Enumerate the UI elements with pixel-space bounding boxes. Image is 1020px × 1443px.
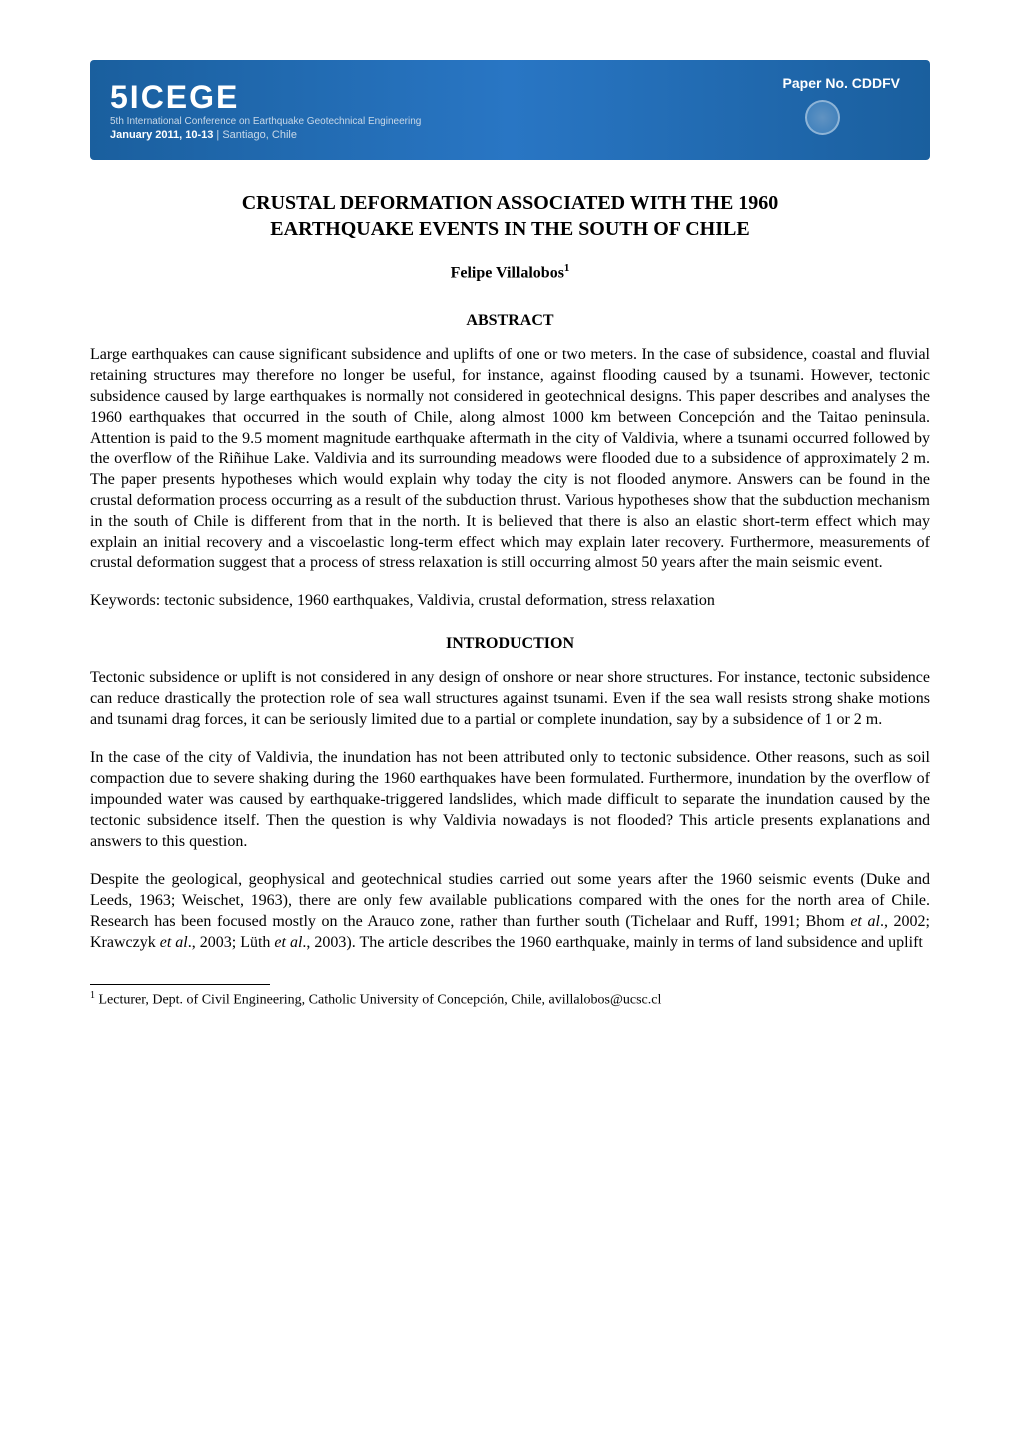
author-text: Felipe Villalobos xyxy=(451,264,564,281)
footnote-text: Lecturer, Dept. of Civil Engineering, Ca… xyxy=(95,992,661,1007)
banner-left-content: 5ICEGE 5th International Conference on E… xyxy=(110,79,421,141)
keywords: Keywords: tectonic subsidence, 1960 eart… xyxy=(90,592,930,610)
footnote-divider xyxy=(90,984,270,985)
location-text: Santiago, Chile xyxy=(222,129,297,141)
p3-italic-3: et al xyxy=(274,934,302,951)
intro-paragraph-3: Despite the geological, geophysical and … xyxy=(90,870,930,953)
title-line2: EARTHQUAKE EVENTS IN THE SOUTH OF CHILE xyxy=(270,218,749,240)
date-text: January 2011, 10-13 xyxy=(110,129,213,141)
footnote: 1 Lecturer, Dept. of Civil Engineering, … xyxy=(90,990,930,1009)
paper-title: CRUSTAL DEFORMATION ASSOCIATED WITH THE … xyxy=(90,190,930,242)
intro-paragraph-1: Tectonic subsidence or uplift is not con… xyxy=(90,668,930,730)
author-superscript: 1 xyxy=(564,262,570,274)
abstract-body: Large earthquakes can cause significant … xyxy=(90,345,930,574)
title-line1: CRUSTAL DEFORMATION ASSOCIATED WITH THE … xyxy=(242,192,779,214)
banner-globe-icon xyxy=(805,100,840,135)
conference-date: January 2011, 10-13 | Santiago, Chile xyxy=(110,129,421,141)
conference-banner: 5ICEGE 5th International Conference on E… xyxy=(90,60,930,160)
author-name: Felipe Villalobos1 xyxy=(90,262,930,282)
p3-text-3: ., 2003; Lüth xyxy=(188,934,275,951)
p3-italic-1: et al xyxy=(850,913,880,930)
p3-text-1: Despite the geological, geophysical and … xyxy=(90,871,930,930)
intro-paragraph-2: In the case of the city of Valdivia, the… xyxy=(90,748,930,852)
paper-number: Paper No. CDDFV xyxy=(783,75,900,91)
p3-text-4: ., 2003). The article describes the 1960… xyxy=(302,934,922,951)
conference-subtitle: 5th International Conference on Earthqua… xyxy=(110,116,421,127)
abstract-heading: ABSTRACT xyxy=(90,312,930,330)
conference-logo: 5ICEGE xyxy=(110,79,421,116)
p3-italic-2: et al xyxy=(160,934,188,951)
introduction-heading: INTRODUCTION xyxy=(90,635,930,653)
